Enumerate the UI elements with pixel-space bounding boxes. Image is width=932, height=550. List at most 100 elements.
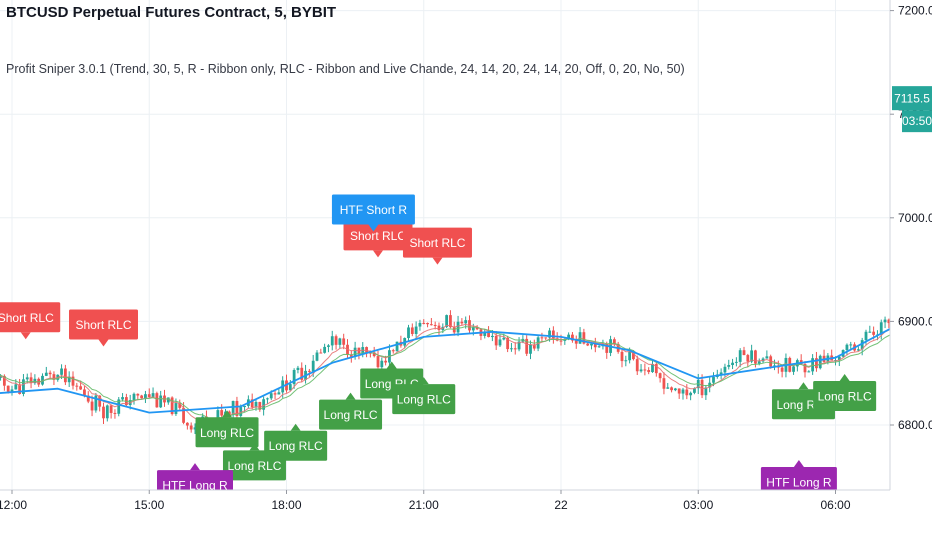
candle-body: [632, 351, 635, 360]
candle-body: [677, 388, 681, 394]
candle-body: [10, 389, 14, 392]
candle-body: [105, 405, 109, 419]
candle-body: [147, 394, 151, 398]
label-box: [402, 227, 472, 258]
candle-body: [75, 385, 79, 387]
candle-body: [571, 334, 574, 341]
candle-body: [586, 343, 590, 346]
candle-body: [628, 351, 632, 361]
candle-body: [258, 401, 262, 410]
candle-body: [83, 389, 86, 396]
label-box: [0, 302, 61, 333]
candle-body: [71, 376, 75, 386]
candle-body: [288, 384, 292, 391]
candle-body: [79, 386, 83, 390]
price-axis[interactable]: 6800.06900.07000.07100.07200.07115.503:5…: [889, 0, 932, 550]
candle-body: [654, 364, 658, 374]
label-text: HTF Long R: [162, 479, 228, 493]
candle-body: [327, 345, 330, 347]
candle-body: [166, 397, 170, 403]
label-box: [319, 399, 383, 430]
label-pointer: [98, 339, 109, 347]
candle-body: [856, 349, 860, 351]
candle-body: [52, 374, 56, 380]
candle-body: [643, 369, 647, 371]
candle-body: [193, 427, 197, 430]
candle-body: [494, 335, 498, 346]
candle-body: [277, 392, 281, 395]
last-price-value: 7115.5: [894, 92, 930, 106]
candle-body: [407, 327, 410, 339]
candle-body: [773, 365, 776, 367]
candle-body: [727, 365, 731, 367]
label-pointer: [368, 224, 379, 232]
time-tick-label: 03:00: [683, 498, 713, 512]
candle-body: [559, 340, 563, 342]
time-tick-label: 15:00: [134, 498, 164, 512]
price-tick-label: 6800.0: [898, 418, 932, 432]
candle-body: [338, 338, 342, 345]
candle-body: [41, 375, 44, 385]
short-rlc-label: Short RLC: [69, 309, 138, 347]
indicator-legend[interactable]: Profit Sniper 3.0.1 (Trend, 30, 5, R - R…: [6, 62, 685, 76]
candle-body: [159, 395, 163, 408]
candle-body: [887, 319, 891, 324]
candle-body: [532, 344, 536, 349]
candle-body: [506, 337, 510, 350]
candle-body: [544, 337, 548, 339]
candle-body: [487, 331, 490, 338]
candle-body: [376, 356, 380, 368]
candle-body: [815, 358, 818, 369]
candle-body: [639, 369, 643, 372]
time-axis[interactable]: 12:0015:0018:0021:002203:0006:0009:0012:…: [0, 489, 932, 550]
long-rlc-label: Long RLC: [195, 410, 259, 448]
candle-body: [220, 410, 224, 416]
candle-body: [658, 373, 662, 379]
label-text: Short RLC: [409, 236, 465, 250]
candle-body: [647, 370, 651, 373]
htf-long-label: HTF Long R: [760, 459, 837, 497]
candle-body: [372, 352, 376, 357]
candle-body: [582, 332, 586, 344]
candle-body: [98, 395, 102, 407]
candle-body: [395, 341, 399, 352]
candle-body: [807, 371, 811, 373]
long-rlc-label: Long RLC: [392, 377, 456, 415]
candle-body: [525, 338, 529, 354]
candle-body: [803, 363, 807, 373]
candle-body: [635, 359, 639, 372]
candle-body: [262, 399, 266, 410]
candle-body: [410, 327, 414, 334]
candle-body: [738, 350, 742, 362]
time-tick-label: 18:00: [271, 498, 301, 512]
candle-body: [6, 385, 10, 392]
candle-body: [513, 348, 517, 350]
candle-body: [746, 355, 750, 362]
candle-body: [254, 401, 258, 408]
candle-body: [551, 330, 555, 339]
short-rlc-label: Short RLC: [343, 220, 413, 258]
label-box: [760, 466, 837, 497]
candle-body: [342, 338, 346, 345]
candle-body: [754, 350, 757, 364]
candle-body: [612, 339, 616, 344]
fast-ribbon-line: [0, 297, 932, 424]
candle-body: [311, 360, 315, 372]
candle-body: [414, 326, 418, 334]
candle-body: [323, 346, 327, 353]
candle-body: [155, 393, 159, 408]
candle-body: [449, 315, 452, 328]
price-tick-label: 7200.0: [898, 4, 932, 18]
bar-countdown: 03:50: [902, 114, 932, 128]
candle-body: [365, 347, 368, 353]
time-tick-label: 06:00: [820, 498, 850, 512]
candle-body: [44, 372, 48, 376]
candle-body: [605, 343, 609, 353]
candle-body: [227, 411, 231, 416]
candle-body: [144, 394, 147, 399]
candle-body: [475, 327, 479, 330]
candle-body: [731, 362, 734, 366]
candle-body: [437, 325, 441, 330]
